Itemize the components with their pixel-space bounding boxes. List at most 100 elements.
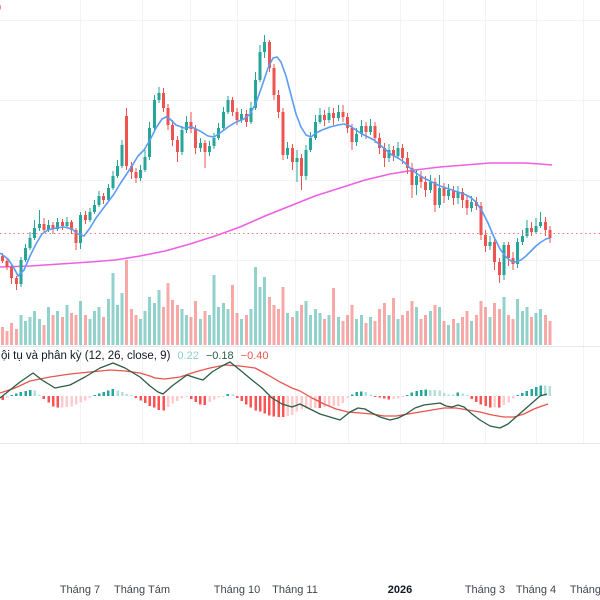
- candle-body: [433, 182, 437, 205]
- macd-histogram-bar: [120, 391, 124, 396]
- candle-body: [134, 172, 138, 178]
- macd-histogram-bar: [153, 396, 156, 408]
- candle-body: [88, 212, 92, 220]
- volume-bar: [83, 315, 87, 345]
- volume-bar: [433, 305, 437, 345]
- candle-body: [162, 93, 165, 108]
- macd-histogram-bar: [314, 396, 317, 408]
- candle-body: [93, 205, 96, 212]
- volume-bar: [424, 315, 428, 345]
- macd-histogram-bar: [19, 392, 23, 396]
- volume-bar: [461, 317, 464, 345]
- candle-body: [525, 228, 529, 236]
- candle-body: [235, 112, 239, 120]
- volume-bar: [244, 315, 248, 345]
- volume-bar: [166, 283, 170, 345]
- volume-bar: [24, 321, 27, 345]
- volume-bar: [396, 319, 400, 345]
- candle-body: [323, 115, 326, 120]
- volume-bar: [474, 315, 478, 345]
- candle-body: [493, 242, 497, 262]
- volume-bar: [497, 309, 501, 345]
- candle-body: [148, 128, 152, 157]
- candle-body: [341, 112, 345, 117]
- candle-body: [304, 150, 308, 176]
- candle-body: [143, 157, 147, 170]
- candle-body: [355, 134, 359, 142]
- candle-body: [171, 125, 175, 140]
- candle-body: [60, 222, 64, 226]
- macd-histogram-bar: [410, 392, 414, 396]
- macd-histogram-bar: [47, 396, 50, 403]
- macd-histogram-bar: [226, 393, 230, 396]
- candle-body: [336, 112, 340, 118]
- candle-body: [332, 113, 336, 118]
- volume-bar: [143, 311, 147, 345]
- macd-histogram-bar: [254, 396, 257, 411]
- macd-histogram-bar: [15, 393, 18, 396]
- candle-body: [5, 261, 9, 267]
- candle-body: [401, 148, 405, 158]
- candle-body: [277, 95, 280, 112]
- macd-histogram-bar: [194, 396, 197, 403]
- candle-body: [175, 140, 179, 152]
- volume-bar: [14, 329, 18, 345]
- candle-body: [447, 190, 451, 196]
- volume-bar: [341, 321, 345, 345]
- volume-bar: [548, 321, 552, 345]
- macd-histogram-bar: [84, 396, 87, 401]
- volume-bar: [65, 305, 69, 345]
- volume-bar: [451, 319, 455, 345]
- macd-signal-line: [0, 364, 549, 418]
- macd-histogram-bar: [493, 396, 496, 408]
- macd-histogram-bar: [355, 391, 358, 396]
- volume-bar: [203, 311, 207, 345]
- volume-bar: [111, 273, 115, 345]
- time-axis[interactable]: Tháng 7 Tháng Tám Tháng 10 Tháng 11 2026 Thán…: [0, 581, 600, 600]
- volume-bar: [465, 311, 469, 345]
- candle-body: [249, 108, 253, 122]
- volume-bar: [355, 319, 359, 345]
- macd-histogram-bar: [51, 396, 55, 407]
- volume-bar: [525, 307, 529, 345]
- time-axis-label: Tháng 7: [59, 584, 101, 596]
- volume-bar: [401, 315, 405, 345]
- volume-bar: [277, 309, 280, 345]
- volume-bar: [51, 315, 55, 345]
- macd-histogram-bar: [111, 388, 115, 396]
- macd-legend[interactable]: ội tụ và phân kỳ (12, 26, close, 9) 0.22…: [1, 349, 269, 363]
- macd-histogram-bar: [341, 396, 345, 403]
- macd-histogram-bar: [346, 396, 349, 399]
- macd-histogram-bar: [61, 396, 64, 408]
- candle-body: [534, 226, 538, 232]
- volume-bar: [79, 301, 83, 345]
- macd-histogram-bar: [88, 396, 92, 399]
- volume-bar: [304, 301, 308, 345]
- candle-body: [28, 238, 32, 248]
- volume-bar: [157, 290, 161, 345]
- volume-bar: [129, 309, 133, 345]
- candle-body: [106, 188, 110, 200]
- candle-body: [180, 130, 184, 152]
- macd-histogram-bar: [263, 396, 266, 414]
- candle-body: [194, 129, 198, 148]
- volume-bar: [359, 315, 363, 345]
- candle-body: [313, 122, 317, 138]
- macd-histogram-bar: [157, 396, 161, 410]
- candle-body: [428, 182, 432, 190]
- volume-bar: [175, 305, 179, 345]
- candle-body: [378, 138, 382, 148]
- volume-bar: [28, 317, 32, 345]
- candle-body: [442, 188, 446, 196]
- macd-histogram-bar: [507, 396, 510, 403]
- candle-body: [364, 126, 368, 132]
- macd-histogram-bar: [511, 396, 515, 399]
- volume-bar: [185, 315, 188, 345]
- volume-bar: [410, 301, 414, 345]
- volume-bar: [1, 327, 4, 345]
- volume-bar: [387, 315, 391, 345]
- macd-histogram-bar: [189, 396, 193, 400]
- macd-histogram-bar: [475, 396, 478, 402]
- macd-histogram-bar: [429, 389, 432, 396]
